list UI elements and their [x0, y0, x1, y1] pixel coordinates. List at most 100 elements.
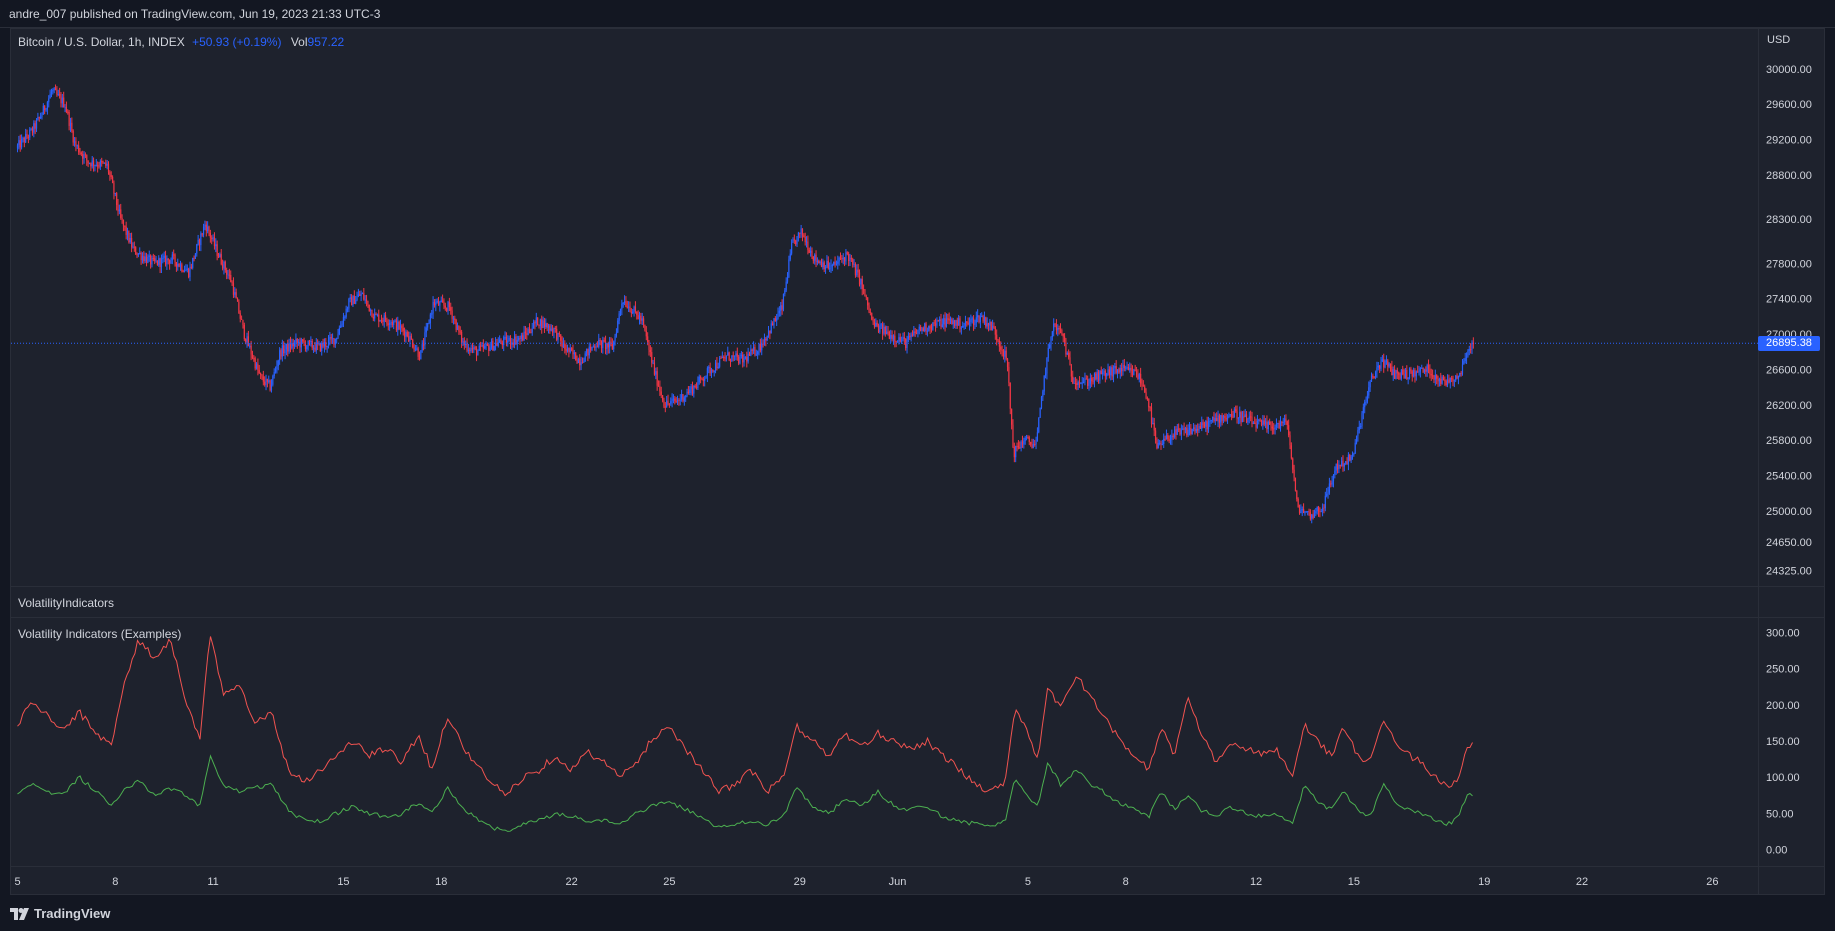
currency-label[interactable]: USD [1767, 34, 1791, 46]
candle-body [1236, 411, 1238, 419]
candle-body [410, 335, 412, 340]
candle-body [1429, 368, 1431, 375]
candle-body [359, 294, 361, 296]
candle-body [633, 306, 635, 312]
time-tick-label: 22 [1576, 876, 1588, 888]
tradingview-logo[interactable]: TradingView [10, 906, 110, 921]
candle-body [277, 360, 279, 367]
candle-body [353, 295, 355, 304]
candle-body [1180, 429, 1182, 435]
candle-body [45, 109, 47, 111]
candle-body [264, 381, 266, 385]
candle-body [891, 335, 893, 340]
candle-body [57, 94, 59, 96]
candle-body [171, 254, 173, 261]
candle-body [84, 154, 87, 156]
candle-body [690, 386, 692, 390]
candle-body [159, 258, 161, 267]
candle-body [1065, 342, 1067, 355]
candle-body [444, 305, 446, 308]
symbol-label[interactable]: Bitcoin / U.S. Dollar, 1h, INDEX [18, 35, 185, 49]
candle-body [678, 399, 680, 401]
candle-body [1125, 367, 1127, 369]
candle-body [253, 358, 255, 360]
candle-body [1039, 407, 1041, 418]
candle-body [1323, 507, 1325, 509]
candle-body [1095, 373, 1097, 380]
candle-body [1432, 375, 1434, 377]
candle-body [886, 331, 888, 335]
candle-body [862, 289, 865, 291]
candle-body [458, 325, 460, 332]
candle-body [738, 356, 740, 364]
candle-body [773, 318, 775, 326]
volatility-indicators-pane-title[interactable]: VolatilityIndicators [18, 596, 115, 610]
candle-body [1167, 435, 1169, 440]
candle-body [261, 374, 263, 377]
candle-body [1380, 361, 1382, 369]
candle-body [818, 260, 820, 264]
candle-body [1262, 420, 1264, 426]
candle-body [1349, 454, 1351, 461]
candle-body [1395, 370, 1397, 379]
candle-body [1290, 445, 1292, 459]
candle-body [139, 252, 141, 254]
candle-body [883, 326, 885, 334]
candle-body [1330, 483, 1332, 485]
candle-body [1224, 415, 1226, 419]
candle-body [914, 331, 916, 333]
candle-body [329, 337, 331, 340]
candle-body [338, 327, 340, 335]
candle-body [930, 328, 933, 330]
volume-value: 957.22 [307, 35, 345, 49]
candle-body [1275, 423, 1278, 427]
candle-body [1372, 375, 1374, 378]
candle-body [675, 400, 677, 402]
candle-body [1322, 507, 1324, 512]
candle-body [964, 321, 967, 326]
candle-body [714, 362, 717, 371]
candle-body [805, 241, 808, 243]
candle-body [1164, 438, 1166, 440]
candle-body [1470, 349, 1472, 351]
candle-body [499, 339, 501, 343]
candle-body [910, 334, 912, 338]
candle-body [1179, 429, 1181, 435]
candle-body [1212, 416, 1214, 420]
candle-body [644, 324, 646, 331]
candle-body [310, 341, 312, 343]
candle-body [1040, 396, 1043, 408]
candle-body [1360, 426, 1362, 428]
candle-body [1256, 420, 1259, 428]
candle-body [1440, 378, 1442, 384]
chart-frame[interactable] [10, 28, 1825, 895]
candle-body [774, 318, 776, 321]
candle-body [63, 97, 65, 108]
candle-body [928, 326, 930, 331]
candle-body [147, 256, 149, 263]
price-tick-label: 25800.00 [1766, 435, 1812, 447]
candle-body [405, 332, 407, 337]
candle-body [598, 339, 600, 347]
candle-body [1271, 426, 1273, 429]
candle-body [967, 322, 969, 325]
candle-body [243, 324, 245, 340]
candle-body [1187, 429, 1189, 436]
candle-body [1186, 427, 1188, 436]
candle-body [200, 233, 202, 246]
candle-body [1225, 418, 1227, 420]
candle-body [287, 343, 289, 352]
candle-body [279, 350, 281, 361]
candle-body [35, 119, 38, 129]
volatility-examples-pane-title[interactable]: Volatility Indicators (Examples) [18, 627, 182, 641]
candle-body [1145, 392, 1147, 398]
candle-body [1270, 424, 1272, 427]
candle-body [595, 346, 597, 348]
candle-body [947, 318, 949, 320]
candle-body [394, 320, 396, 322]
candle-body [1298, 507, 1301, 514]
candle-body [188, 268, 190, 278]
candle-body [1210, 419, 1212, 421]
candle-body [265, 378, 267, 385]
